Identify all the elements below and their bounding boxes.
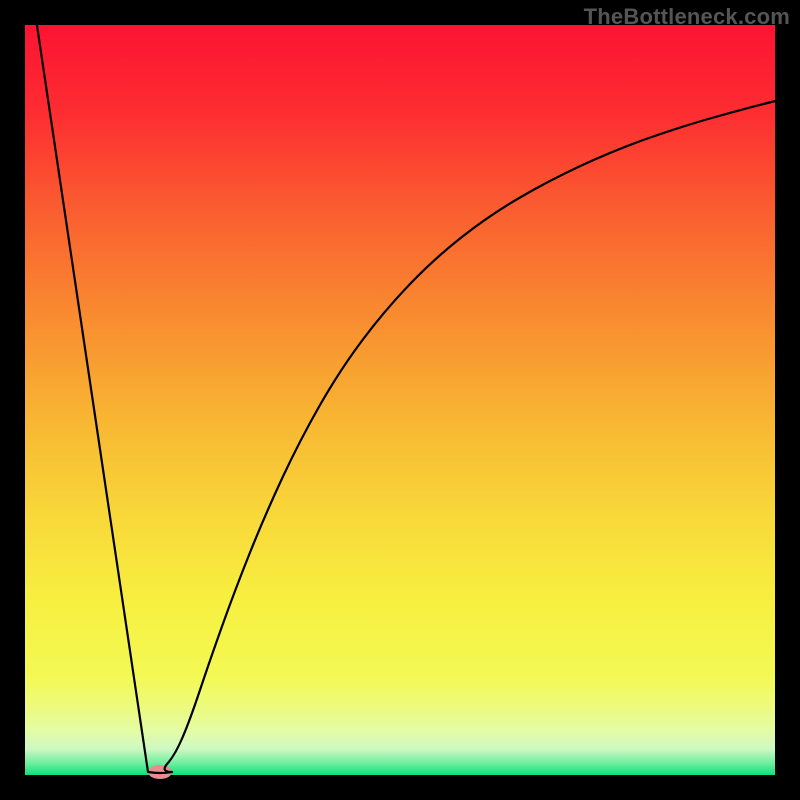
plot-background [25,25,775,775]
chart-container: TheBottleneck.com [0,0,800,800]
watermark-text: TheBottleneck.com [584,4,790,30]
bottleneck-curve-chart [0,0,800,800]
